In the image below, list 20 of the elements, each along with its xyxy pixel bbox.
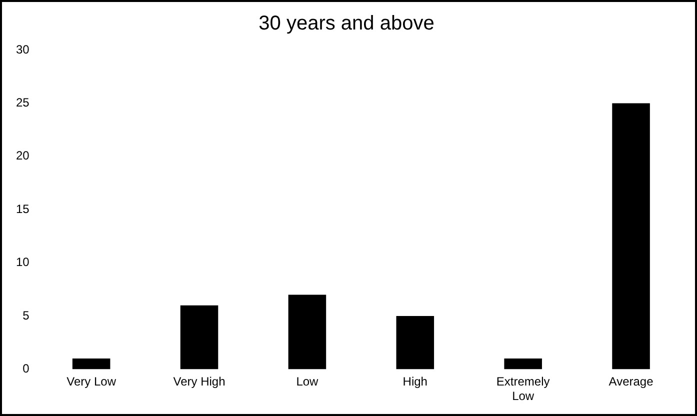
y-tick-label: 0 <box>22 362 30 376</box>
y-tick-label: 5 <box>22 308 30 322</box>
y-tick-label: 20 <box>16 148 30 163</box>
y-tick-label: 30 <box>16 42 30 56</box>
bar <box>612 103 650 370</box>
x-tick-label: Extremely Low <box>496 374 550 404</box>
y-tick-label: 25 <box>16 96 30 110</box>
y-tick-label: 10 <box>16 255 30 270</box>
bar <box>288 294 326 370</box>
bar <box>504 358 542 370</box>
chart-title: 30 years and above <box>258 12 434 35</box>
x-tick-label: Low <box>296 374 319 389</box>
x-tick-label: Very High <box>173 374 226 389</box>
x-tick-label: High <box>402 374 428 389</box>
bar <box>180 305 218 370</box>
y-tick-label: 15 <box>16 202 30 216</box>
x-tick-label: Average <box>608 374 654 389</box>
x-tick-label: Very Low <box>66 374 116 389</box>
bar <box>72 358 110 370</box>
bar <box>396 316 434 370</box>
